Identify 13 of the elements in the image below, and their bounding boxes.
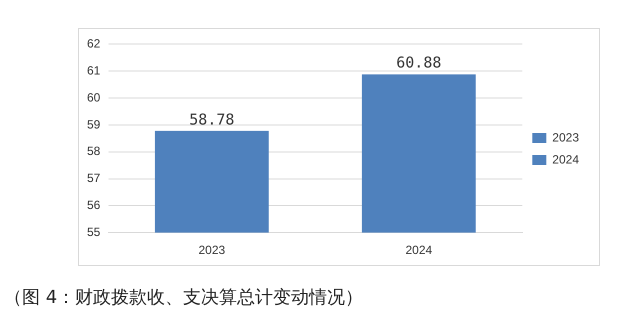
y-tick-label: 55 [86, 224, 101, 239]
text: （图 4：财政拨款收、支决算总计变动情况） [4, 286, 364, 309]
y-tick-label: 62 [86, 36, 101, 51]
legend-label: 2023 [552, 130, 580, 144]
y-tick-label: 59 [86, 117, 101, 132]
data-label: 60.88 [396, 54, 442, 72]
data-label: 58.78 [189, 110, 234, 128]
y-tick-label: 58 [86, 144, 101, 158]
y-tick-label: 57 [86, 171, 101, 186]
y-tick-label: 56 [86, 198, 101, 212]
y-tick-label: 61 [86, 63, 101, 78]
y-tick-label: 60 [86, 90, 101, 104]
legend-label: 2024 [552, 152, 580, 166]
